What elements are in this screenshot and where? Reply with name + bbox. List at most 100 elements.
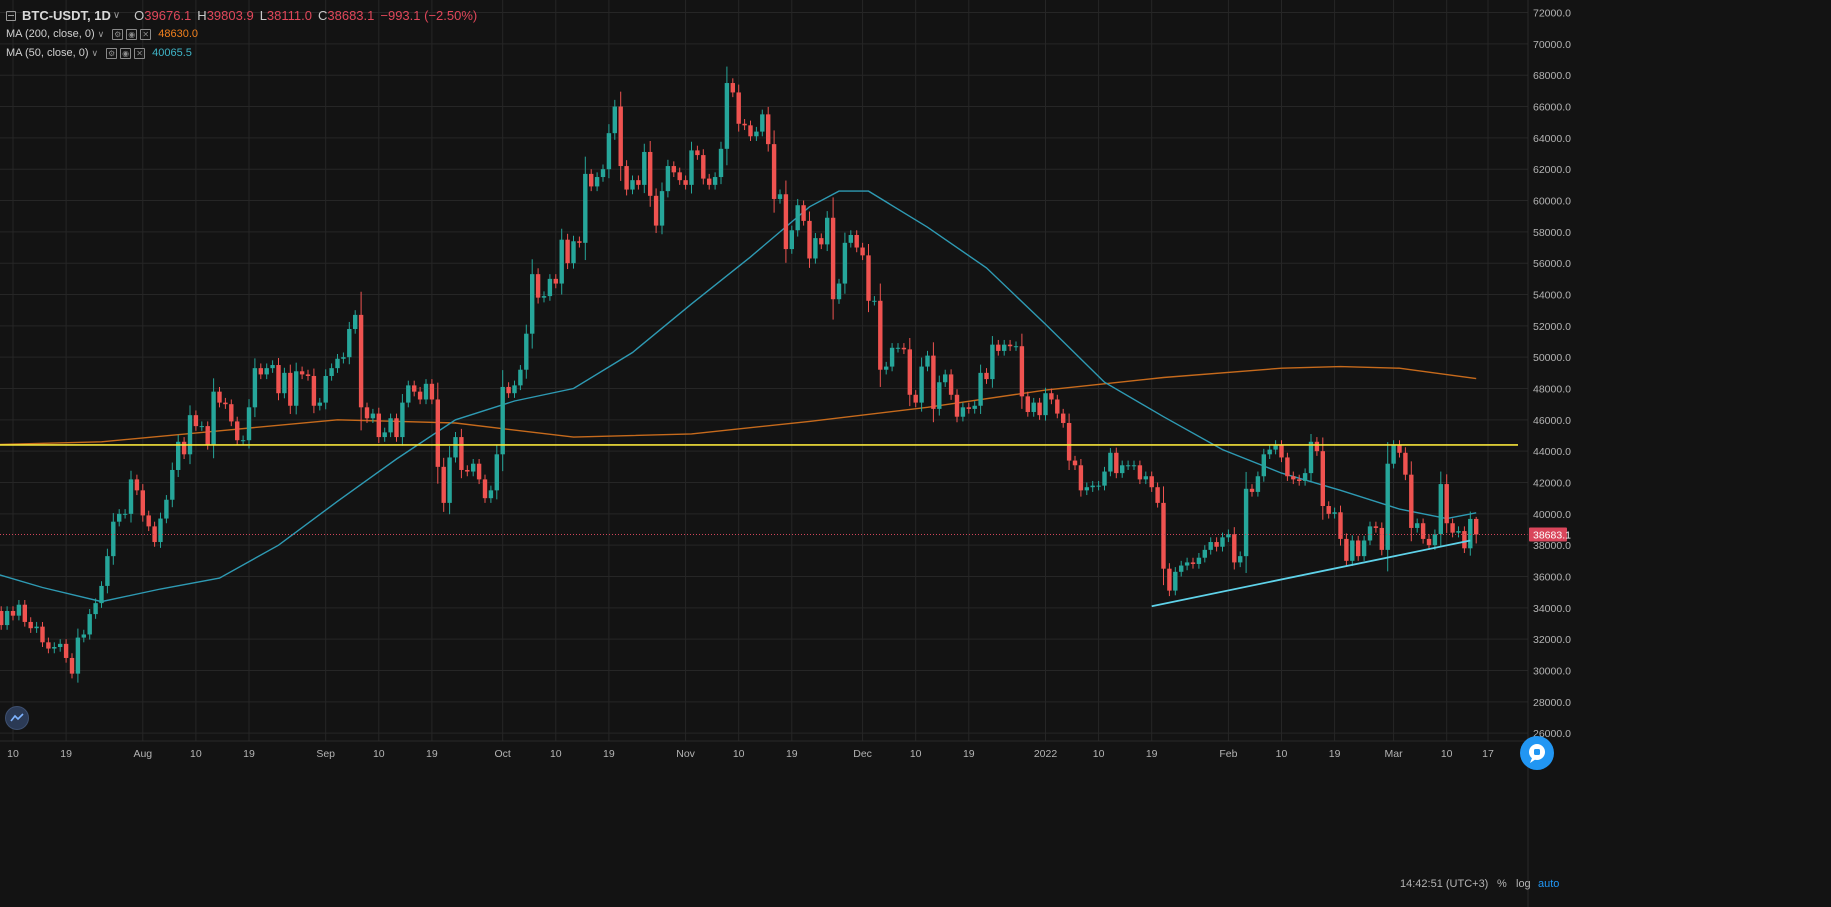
- percent-scale-toggle[interactable]: %: [1497, 878, 1507, 890]
- candle-body: [866, 255, 871, 301]
- candle-body: [264, 368, 269, 375]
- candlestick: [52, 642, 57, 654]
- candlestick: [600, 164, 606, 182]
- candle-body: [1137, 465, 1143, 480]
- candle-body: [111, 521, 116, 557]
- candle-body: [494, 454, 499, 491]
- symbol-label[interactable]: BTC-USDT, 1D: [22, 8, 111, 23]
- candlestick: [848, 230, 853, 248]
- time-tick-label: 19: [1329, 748, 1341, 760]
- time-tick-label: 10: [190, 748, 202, 760]
- auto-scale-toggle[interactable]: auto: [1538, 878, 1560, 890]
- drawings: [0, 444, 1528, 608]
- app-logo-icon[interactable]: [5, 706, 29, 730]
- chevron-down-icon[interactable]: ∨: [91, 48, 99, 58]
- candle-body: [594, 177, 600, 187]
- candle-body: [1456, 531, 1461, 533]
- clock-timezone[interactable]: 14:42:51 (UTC+3): [1400, 878, 1489, 890]
- price-axis[interactable]: 26000.028000.030000.032000.034000.036000…: [1527, 0, 1571, 907]
- candle-body: [530, 274, 535, 334]
- candle-body: [1415, 523, 1420, 528]
- candle-body: [0, 610, 4, 626]
- candle-body: [589, 173, 594, 187]
- candlestick: [58, 639, 63, 652]
- candlestick: [1385, 442, 1390, 572]
- time-axis[interactable]: 10 19 Aug 10 19 Sep 10 19 Oct 10 19 Nov 10 19 Dec 10 19 2…: [0, 740, 1528, 760]
- candlestick: [388, 413, 393, 438]
- candlestick: [229, 399, 234, 427]
- candle-body: [612, 106, 617, 134]
- candle-body: [423, 383, 429, 400]
- ma200-line: [0, 365, 1477, 446]
- candle-body: [1297, 479, 1302, 481]
- candlestick: [246, 399, 252, 449]
- visibility-icon[interactable]: ◉: [120, 48, 132, 59]
- price-tick-label: 34000.0: [1533, 603, 1571, 615]
- time-tick-label: 19: [786, 748, 798, 760]
- candlestick: [1432, 529, 1438, 550]
- candle-body: [1391, 444, 1396, 464]
- collapse-icon[interactable]: [6, 10, 16, 21]
- chevron-down-icon[interactable]: ∨: [112, 10, 121, 21]
- time-tick-label: 19: [963, 748, 975, 760]
- candle-body: [1314, 441, 1320, 452]
- candlestick: [1367, 521, 1373, 546]
- close-icon[interactable]: ✕: [134, 48, 146, 59]
- candle-body: [701, 155, 706, 179]
- chevron-down-icon[interactable]: ∨: [97, 29, 105, 39]
- close-icon[interactable]: ✕: [140, 29, 152, 40]
- candle-body: [819, 238, 824, 245]
- candle-body: [825, 217, 830, 245]
- price-tick-label: 64000.0: [1533, 133, 1571, 145]
- candlestick: [1102, 466, 1107, 491]
- candle-body: [1108, 452, 1113, 472]
- candlestick: [842, 232, 848, 294]
- candle-body: [506, 386, 511, 394]
- candle-body: [648, 151, 653, 196]
- candle-body: [1444, 484, 1449, 524]
- candlestick: [335, 354, 340, 373]
- candlestick: [937, 375, 942, 416]
- settings-icon[interactable]: ⚙: [106, 48, 118, 59]
- candle-body: [447, 457, 452, 503]
- candle-body: [789, 230, 794, 250]
- candle-body: [1173, 571, 1178, 591]
- ma50-label[interactable]: MA (50, close, 0): [6, 47, 89, 59]
- candlestick: [1173, 567, 1178, 596]
- candle-body: [1161, 502, 1166, 569]
- candle-body: [1049, 393, 1054, 400]
- candlestick: [406, 380, 411, 408]
- candlestick: [748, 120, 753, 141]
- candlestick: [494, 445, 499, 500]
- candle-body: [878, 300, 883, 370]
- candle-body: [4, 610, 10, 626]
- candle-body: [1025, 396, 1030, 413]
- candle-body: [777, 194, 783, 199]
- log-scale-toggle[interactable]: log: [1516, 878, 1531, 890]
- candlestick: [724, 66, 730, 166]
- candle-body: [1002, 344, 1007, 351]
- candle-body: [630, 180, 635, 190]
- candle-body: [347, 328, 352, 358]
- candle-body: [1084, 487, 1089, 491]
- candlestick: [1108, 448, 1113, 477]
- price-tick-label: 46000.0: [1533, 415, 1571, 427]
- settings-icon[interactable]: ⚙: [112, 29, 124, 40]
- visibility-icon[interactable]: ◉: [126, 29, 138, 40]
- candle-body: [512, 385, 517, 394]
- candlestick: [317, 397, 322, 411]
- candle-body: [695, 150, 700, 156]
- high-label: H: [197, 8, 207, 23]
- candle-body: [1149, 476, 1154, 488]
- candlestick: [1214, 537, 1219, 552]
- candle-body: [246, 407, 252, 441]
- candle-body: [760, 114, 765, 132]
- candlestick: [707, 173, 712, 190]
- candle-body: [925, 355, 930, 367]
- candlestick: [1238, 551, 1243, 568]
- time-tick-label: 10: [1441, 748, 1453, 760]
- ma200-label[interactable]: MA (200, close, 0): [6, 28, 95, 40]
- candlestick: [990, 336, 995, 388]
- chat-icon[interactable]: [1520, 736, 1554, 770]
